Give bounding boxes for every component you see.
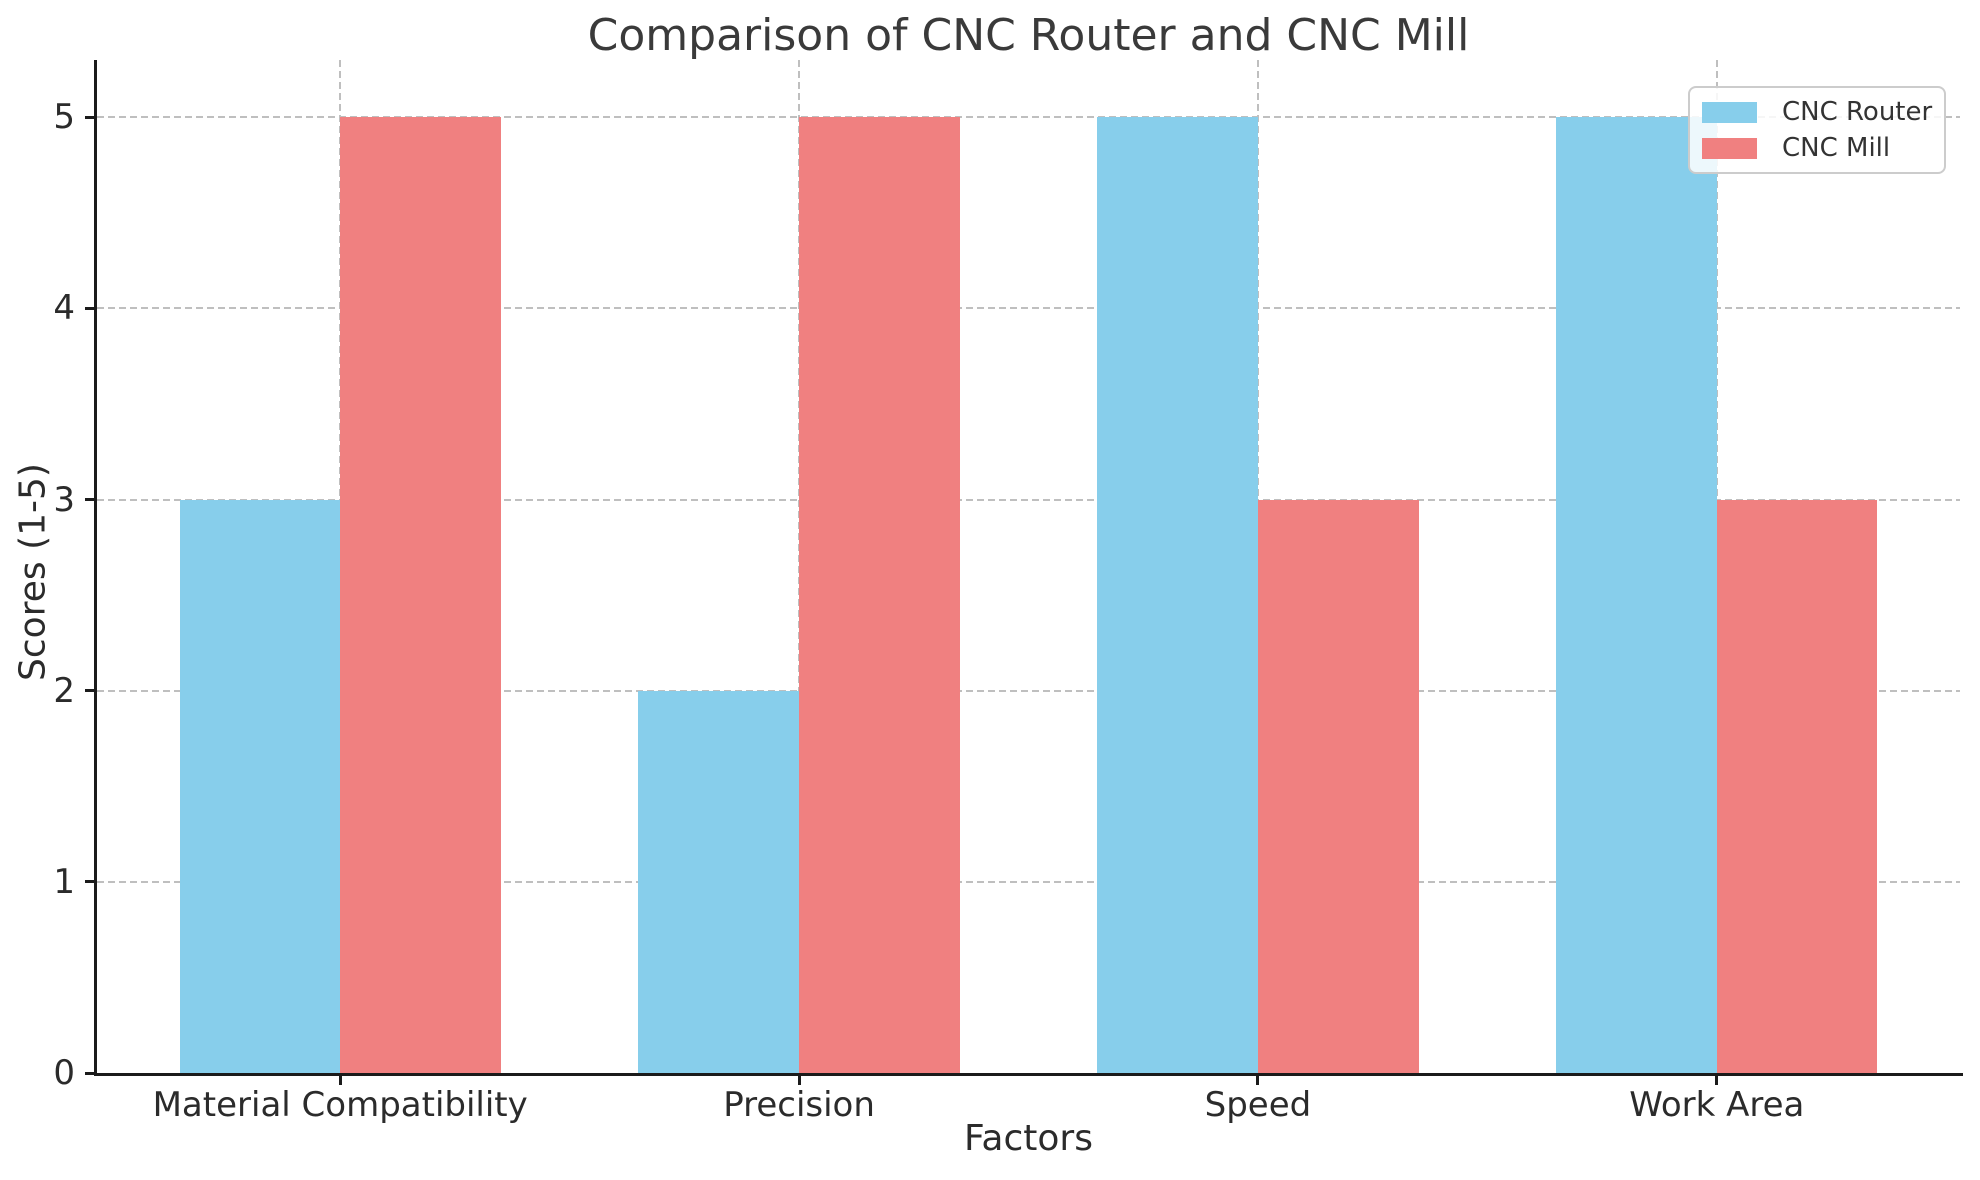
legend-label-cnc-mill: CNC Mill bbox=[1782, 133, 1891, 163]
legend-swatch-cnc-mill bbox=[1702, 137, 1757, 159]
y-tick-label: 0 bbox=[53, 1053, 75, 1093]
y-gridline bbox=[97, 880, 1960, 883]
y-gridline bbox=[97, 116, 1960, 119]
y-tick-mark bbox=[85, 115, 97, 119]
y-gridline bbox=[97, 307, 1960, 310]
y-gridline bbox=[97, 689, 1960, 692]
legend-item-cnc-router: CNC Router bbox=[1702, 97, 1932, 127]
bar-cnc-mill-material-compatibility bbox=[340, 117, 501, 1073]
x-tick-mark bbox=[338, 1073, 342, 1085]
x-tick-mark bbox=[1256, 1073, 1260, 1085]
x-axis-label: Factors bbox=[964, 1118, 1093, 1159]
x-tick-mark bbox=[797, 1073, 801, 1085]
x-axis-spine bbox=[94, 1073, 1963, 1076]
bar-cnc-mill-precision bbox=[799, 117, 960, 1073]
x-tick-label-material-compatibility: Material Compatibility bbox=[152, 1085, 528, 1125]
y-tick-label: 5 bbox=[53, 97, 75, 138]
bar-cnc-router-precision bbox=[638, 690, 800, 1073]
bar-cnc-router-work-area bbox=[1556, 117, 1717, 1073]
bar-cnc-mill-speed bbox=[1257, 499, 1419, 1073]
x-tick-label-work-area: Work Area bbox=[1629, 1085, 1805, 1125]
y-axis-spine bbox=[94, 60, 97, 1076]
bar-cnc-mill-work-area bbox=[1716, 499, 1878, 1073]
legend: CNC Router CNC Mill bbox=[1688, 86, 1946, 174]
chart-title: Comparison of CNC Router and CNC Mill bbox=[587, 10, 1470, 61]
y-tick-label: 2 bbox=[53, 670, 75, 711]
y-tick-label: 3 bbox=[53, 479, 75, 520]
y-gridline bbox=[97, 498, 1960, 501]
bar-cnc-router-speed bbox=[1097, 117, 1258, 1073]
legend-label-cnc-router: CNC Router bbox=[1782, 97, 1933, 127]
y-axis-label: Scores (1-5) bbox=[12, 463, 54, 681]
y-tick-mark bbox=[85, 689, 97, 693]
y-tick-mark bbox=[85, 880, 97, 884]
y-tick-mark bbox=[85, 306, 97, 310]
y-tick-mark bbox=[85, 1071, 97, 1075]
x-tick-label-speed: Speed bbox=[1204, 1085, 1312, 1125]
x-tick-label-precision: Precision bbox=[723, 1085, 875, 1125]
legend-item-cnc-mill: CNC Mill bbox=[1702, 133, 1932, 163]
plot-area bbox=[97, 60, 1960, 1073]
y-tick-label: 1 bbox=[53, 861, 75, 902]
y-tick-mark bbox=[85, 498, 97, 502]
bar-cnc-router-material-compatibility bbox=[179, 499, 341, 1073]
legend-swatch-cnc-router bbox=[1702, 101, 1757, 123]
x-tick-mark bbox=[1715, 1073, 1719, 1085]
y-tick-label: 4 bbox=[53, 288, 75, 329]
